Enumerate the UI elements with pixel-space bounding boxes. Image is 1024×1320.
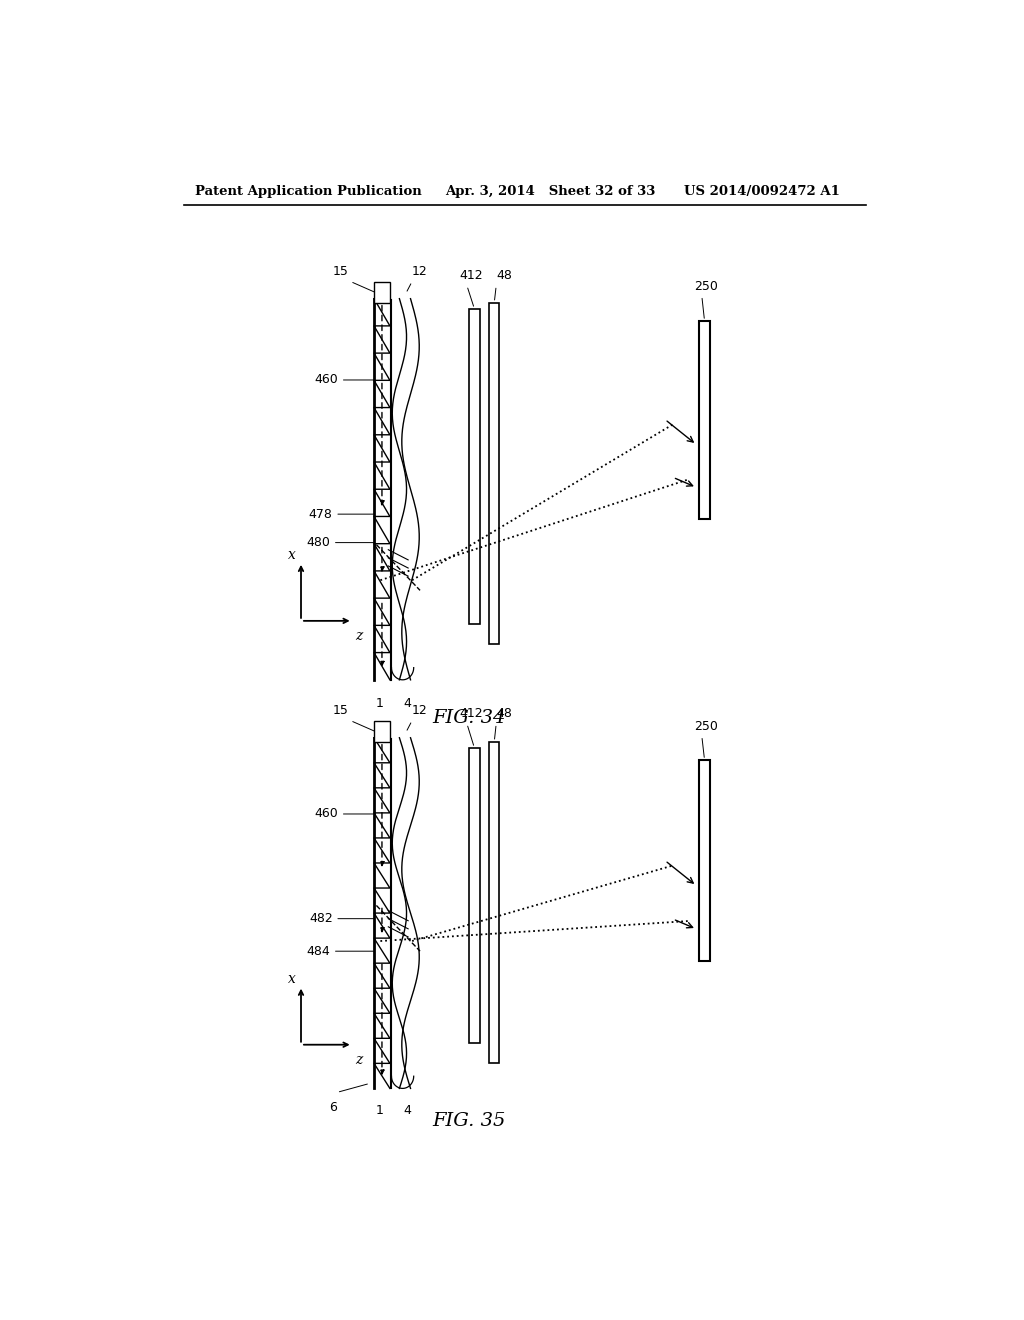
Text: 460: 460 (314, 808, 338, 821)
Text: 12: 12 (413, 265, 428, 279)
Bar (489, 742, 500, 1063)
Text: z: z (355, 630, 362, 643)
Text: FIG. 34: FIG. 34 (432, 709, 506, 727)
Text: 478: 478 (309, 508, 333, 520)
Text: x: x (289, 548, 296, 562)
Text: 480: 480 (306, 536, 331, 549)
Text: 48: 48 (497, 269, 512, 282)
Text: US 2014/0092472 A1: US 2014/0092472 A1 (684, 185, 840, 198)
Text: 15: 15 (333, 705, 348, 718)
Text: 12: 12 (413, 705, 428, 718)
Text: FIG. 35: FIG. 35 (432, 1111, 506, 1130)
Text: Patent Application Publication: Patent Application Publication (196, 185, 422, 198)
Bar (469, 748, 479, 1043)
Text: 15: 15 (333, 265, 348, 279)
Bar (699, 321, 710, 519)
Text: 250: 250 (694, 719, 718, 733)
Text: z: z (355, 1053, 362, 1067)
Text: Apr. 3, 2014   Sheet 32 of 33: Apr. 3, 2014 Sheet 32 of 33 (445, 185, 655, 198)
Text: x: x (289, 972, 296, 986)
Text: 250: 250 (694, 280, 718, 293)
Text: 6: 6 (329, 1101, 337, 1114)
Text: 412: 412 (459, 708, 482, 721)
Text: 484: 484 (306, 945, 331, 958)
Bar (699, 760, 710, 961)
Text: 460: 460 (314, 374, 338, 387)
Text: 1: 1 (376, 697, 384, 710)
Bar (469, 309, 479, 624)
Text: 482: 482 (309, 912, 333, 925)
Text: 1: 1 (376, 1104, 384, 1117)
Bar (374, 282, 390, 302)
Text: 4: 4 (403, 697, 412, 710)
Text: 412: 412 (459, 269, 482, 282)
Text: 48: 48 (497, 708, 512, 721)
Text: 4: 4 (403, 1104, 412, 1117)
Bar (374, 722, 390, 742)
Bar (489, 302, 500, 644)
